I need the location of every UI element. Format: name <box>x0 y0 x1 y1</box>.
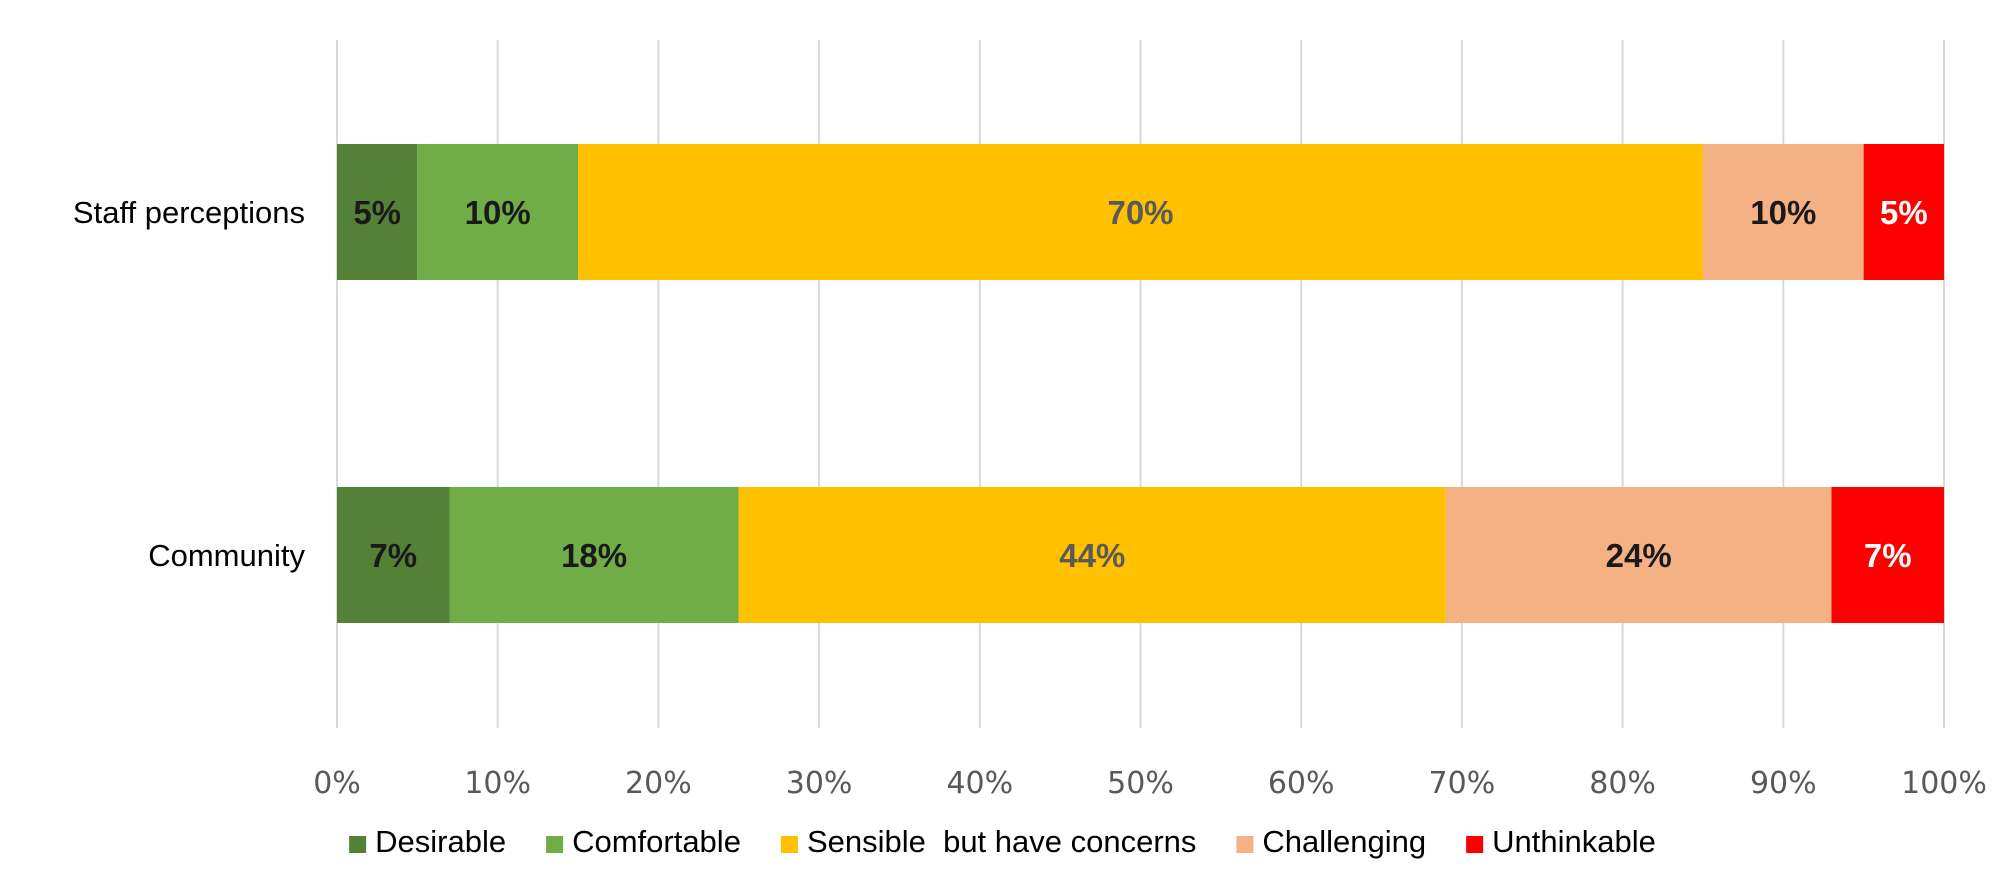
legend-label: Sensible but have concerns <box>807 824 1196 859</box>
bar-data-label: 10% <box>1750 194 1816 231</box>
bar-data-label: 7% <box>1864 537 1912 574</box>
x-tick-label: 60% <box>1268 766 1335 801</box>
legend-item: Challenging <box>1236 824 1426 859</box>
x-axis-ticks: 0% 10% 20% 30% 40% 50% 60% 70% 80% 90% 100% <box>313 766 1987 801</box>
bar-segment <box>1445 487 1832 623</box>
bar-segment <box>1863 144 1944 280</box>
bar-data-label: 5% <box>353 194 401 231</box>
legend-item: Unthinkable <box>1466 824 1656 859</box>
bar-data-label: 18% <box>561 537 627 574</box>
x-tick-label: 70% <box>1429 766 1496 801</box>
legend-swatch <box>1236 836 1254 853</box>
legend: Desirable Comfortable Sensible but have co… <box>349 824 1656 859</box>
x-tick-label: 30% <box>786 766 853 801</box>
bar-segment <box>1831 487 1944 623</box>
bar-segment <box>417 144 579 280</box>
legend-label: Challenging <box>1262 824 1426 859</box>
bar-segment <box>738 487 1446 623</box>
bar-segment <box>578 144 1703 280</box>
bar-data-label: 7% <box>369 537 417 574</box>
category-labels: Staff perceptions Community <box>73 195 306 573</box>
bar-data-label: 24% <box>1606 537 1672 574</box>
x-tick-label: 90% <box>1750 766 1817 801</box>
legend-label: Comfortable <box>572 824 741 859</box>
bar-labels: 5% 10% 70% 10% 5% 7% 18% 44% 24% 7% <box>353 194 1927 574</box>
bar-segment <box>1702 144 1864 280</box>
legend-swatch <box>1466 836 1484 853</box>
bar-data-label: 5% <box>1880 194 1928 231</box>
category-label: Staff perceptions <box>73 195 305 230</box>
x-tick-label: 10% <box>464 766 531 801</box>
x-tick-label: 100% <box>1901 766 1987 801</box>
bar-data-label: 70% <box>1107 194 1173 231</box>
bar-data-label: 44% <box>1059 537 1125 574</box>
bars <box>337 144 1944 623</box>
legend-item: Sensible but have concerns <box>780 824 1196 859</box>
legend-item: Comfortable <box>546 824 741 859</box>
legend-swatch <box>780 836 798 853</box>
legend-label: Unthinkable <box>1492 824 1656 859</box>
gridlines <box>336 40 1945 728</box>
x-tick-label: 50% <box>1107 766 1174 801</box>
bar-segment <box>337 487 450 623</box>
category-label: Community <box>148 538 305 573</box>
x-tick-label: 0% <box>313 766 361 801</box>
x-tick-label: 20% <box>625 766 692 801</box>
legend-swatch <box>349 836 367 853</box>
bar-data-label: 10% <box>465 194 531 231</box>
legend-item: Desirable <box>349 824 506 859</box>
bar-segment <box>337 144 418 280</box>
x-tick-label: 80% <box>1589 766 1656 801</box>
bar-segment <box>449 487 739 623</box>
legend-swatch <box>546 836 564 853</box>
x-tick-label: 40% <box>946 766 1013 801</box>
legend-label: Desirable <box>375 824 506 859</box>
